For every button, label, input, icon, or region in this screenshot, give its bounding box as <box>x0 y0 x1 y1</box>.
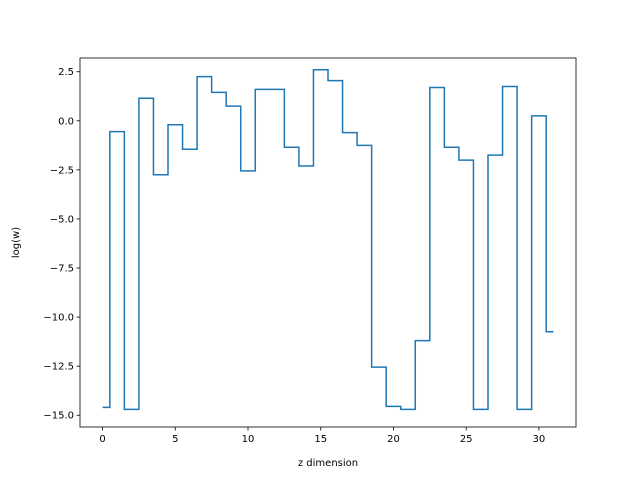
y-tick-label: −15.0 <box>43 411 74 422</box>
y-tick-label: −7.5 <box>50 264 74 275</box>
y-tick-label: 0.0 <box>58 116 74 127</box>
x-tick-label: 10 <box>242 434 255 445</box>
y-tick-label: −10.0 <box>43 313 74 324</box>
x-tick-label: 5 <box>172 434 178 445</box>
y-axis-label: log(w) <box>11 227 22 258</box>
y-tick-label: 2.5 <box>58 67 74 78</box>
x-tick-label: 0 <box>99 434 105 445</box>
y-tick-label: −12.5 <box>43 362 74 373</box>
series-line <box>102 69 554 411</box>
x-tick-label: 30 <box>533 434 546 445</box>
y-tick-label: −5.0 <box>50 214 74 225</box>
x-tick-label: 15 <box>314 434 327 445</box>
plot-area <box>102 69 554 411</box>
axis-ticks: 0 5 10 15 20 25 30 2.5 0.0 −2.5 −5.0 −7.5 −10.0 −12.5… <box>43 67 545 445</box>
x-axis-label: z dimension <box>298 458 358 469</box>
y-tick-label: −2.5 <box>50 165 74 176</box>
x-tick-label: 25 <box>460 434 473 445</box>
x-tick-label: 20 <box>387 434 400 445</box>
axes-frame <box>79 57 577 428</box>
